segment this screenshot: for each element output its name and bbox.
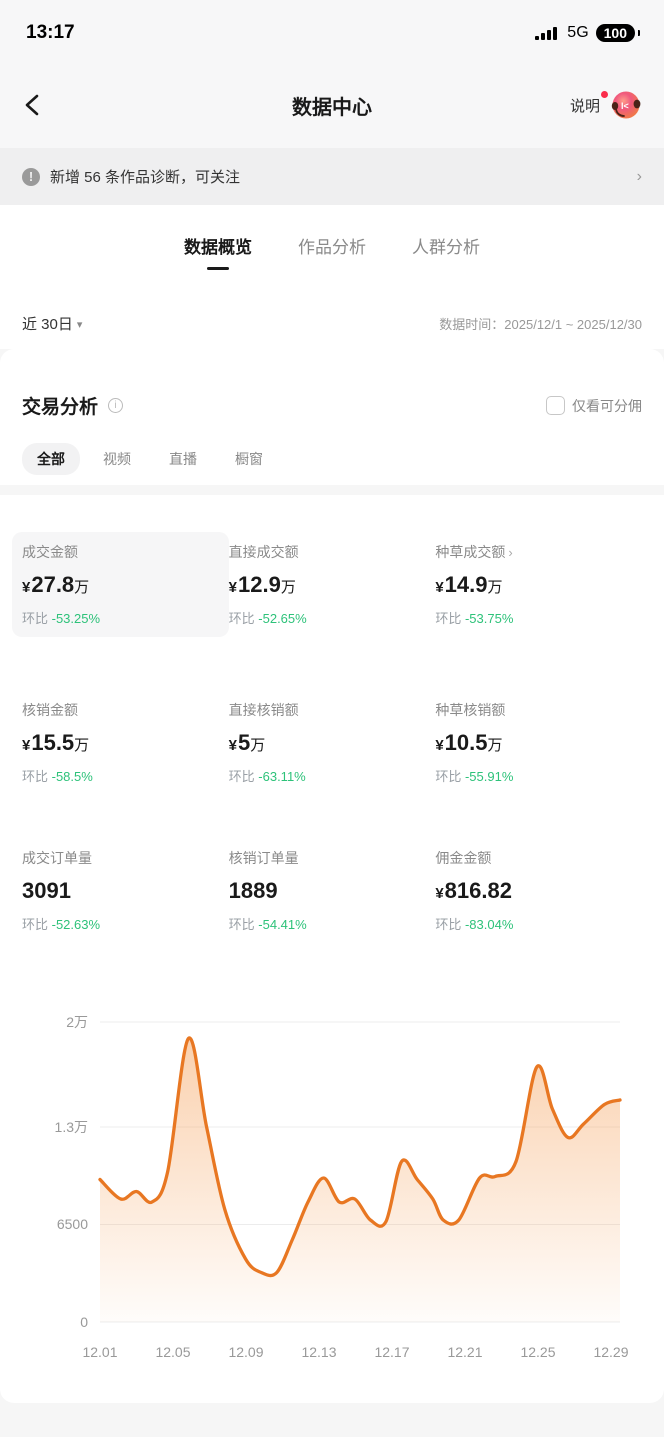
svg-text:12.01: 12.01 — [82, 1344, 117, 1360]
svg-text:12.17: 12.17 — [374, 1344, 409, 1360]
svg-text:6500: 6500 — [57, 1216, 88, 1232]
svg-text:0: 0 — [80, 1314, 88, 1330]
svg-text:12.05: 12.05 — [155, 1344, 190, 1360]
svg-text:12.21: 12.21 — [447, 1344, 482, 1360]
svg-text:l<: l< — [621, 101, 629, 111]
svg-text:12.29: 12.29 — [593, 1344, 628, 1360]
svg-text:12.09: 12.09 — [228, 1344, 263, 1360]
svg-text:12.13: 12.13 — [301, 1344, 336, 1360]
svg-text:2万: 2万 — [66, 1014, 88, 1030]
svg-text:1.3万: 1.3万 — [55, 1119, 88, 1135]
svg-text:12.25: 12.25 — [520, 1344, 555, 1360]
